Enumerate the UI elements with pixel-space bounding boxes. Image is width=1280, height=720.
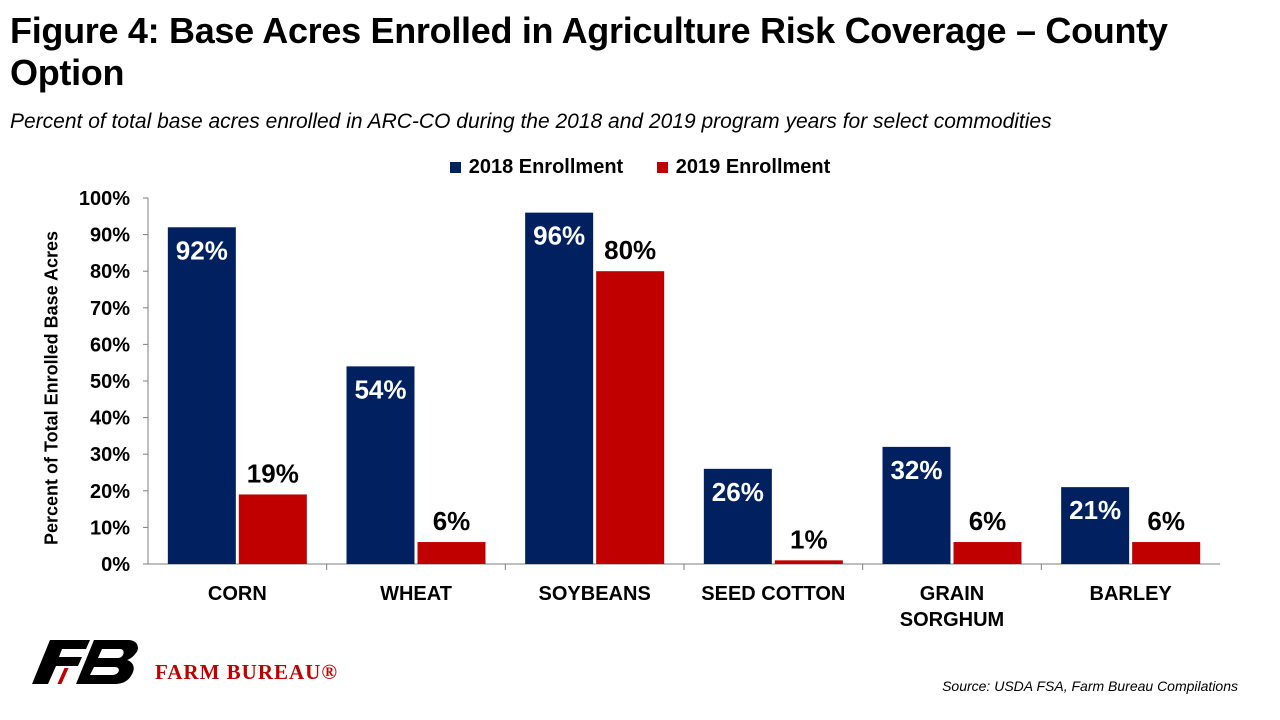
bar-2018 <box>703 468 772 564</box>
x-tick-label: GRAIN <box>920 583 984 605</box>
legend: 2018 Enrollment 2019 Enrollment <box>0 156 1280 179</box>
x-tick-label: SEED COTTON <box>701 583 845 605</box>
brand-name: FARM BUREAU® <box>155 660 339 684</box>
x-tick-label: CORN <box>208 583 267 605</box>
source-note: Source: USDA FSA, Farm Bureau Compilatio… <box>942 678 1238 694</box>
x-tick-label: BARLEY <box>1090 583 1173 605</box>
chart-title: Figure 4: Base Acres Enrolled in Agricul… <box>10 10 1168 93</box>
y-tick-label: 70% <box>90 298 130 320</box>
data-label: 1% <box>790 524 828 554</box>
legend-item-2019: 2019 Enrollment <box>656 156 831 179</box>
x-tick-label: SORGHUM <box>900 609 1004 631</box>
bar-2018 <box>346 366 415 564</box>
legend-swatch-2018 <box>449 162 461 173</box>
data-label: 80% <box>604 235 656 265</box>
y-tick-label: 90% <box>90 225 130 247</box>
y-tick-label: 0% <box>101 554 130 576</box>
data-label: 21% <box>1069 495 1121 525</box>
y-tick-label: 50% <box>90 371 130 393</box>
data-label: 92% <box>176 235 228 265</box>
chart-subtitle: Percent of total base acres enrolled in … <box>10 110 1052 133</box>
y-tick-label: 10% <box>90 517 130 539</box>
bar-2019 <box>1132 542 1201 564</box>
data-label: 6% <box>969 506 1007 536</box>
data-label: 6% <box>1147 506 1185 536</box>
bar-2019 <box>596 271 665 564</box>
legend-label-2018: 2018 Enrollment <box>468 156 624 178</box>
x-tick-label: SOYBEANS <box>539 583 651 605</box>
y-tick-label: 80% <box>90 261 130 283</box>
data-label: 32% <box>890 455 942 485</box>
x-tick-label: WHEAT <box>380 583 452 605</box>
bar-2018 <box>167 227 236 564</box>
farm-bureau-logo-icon <box>32 640 138 684</box>
legend-item-2018: 2018 Enrollment <box>449 156 624 179</box>
y-tick-label: 60% <box>90 334 130 356</box>
y-tick-label: 30% <box>90 444 130 466</box>
data-label: 54% <box>354 374 406 404</box>
data-label: 96% <box>533 221 585 251</box>
data-label: 19% <box>247 458 299 488</box>
bar-2019 <box>238 494 307 564</box>
legend-swatch-2019 <box>656 162 668 173</box>
y-tick-label: 20% <box>90 481 130 503</box>
bar-2018 <box>525 212 594 564</box>
bar-2019 <box>417 542 486 564</box>
bar-2018 <box>882 446 951 564</box>
data-label: 26% <box>712 477 764 507</box>
y-tick-label: 40% <box>90 408 130 430</box>
y-tick-label: 100% <box>79 188 130 210</box>
bar-2019 <box>953 542 1022 564</box>
legend-label-2019: 2019 Enrollment <box>675 156 831 178</box>
bar-2019 <box>774 560 843 564</box>
data-label: 6% <box>433 506 471 536</box>
bar-2018 <box>1061 487 1130 564</box>
